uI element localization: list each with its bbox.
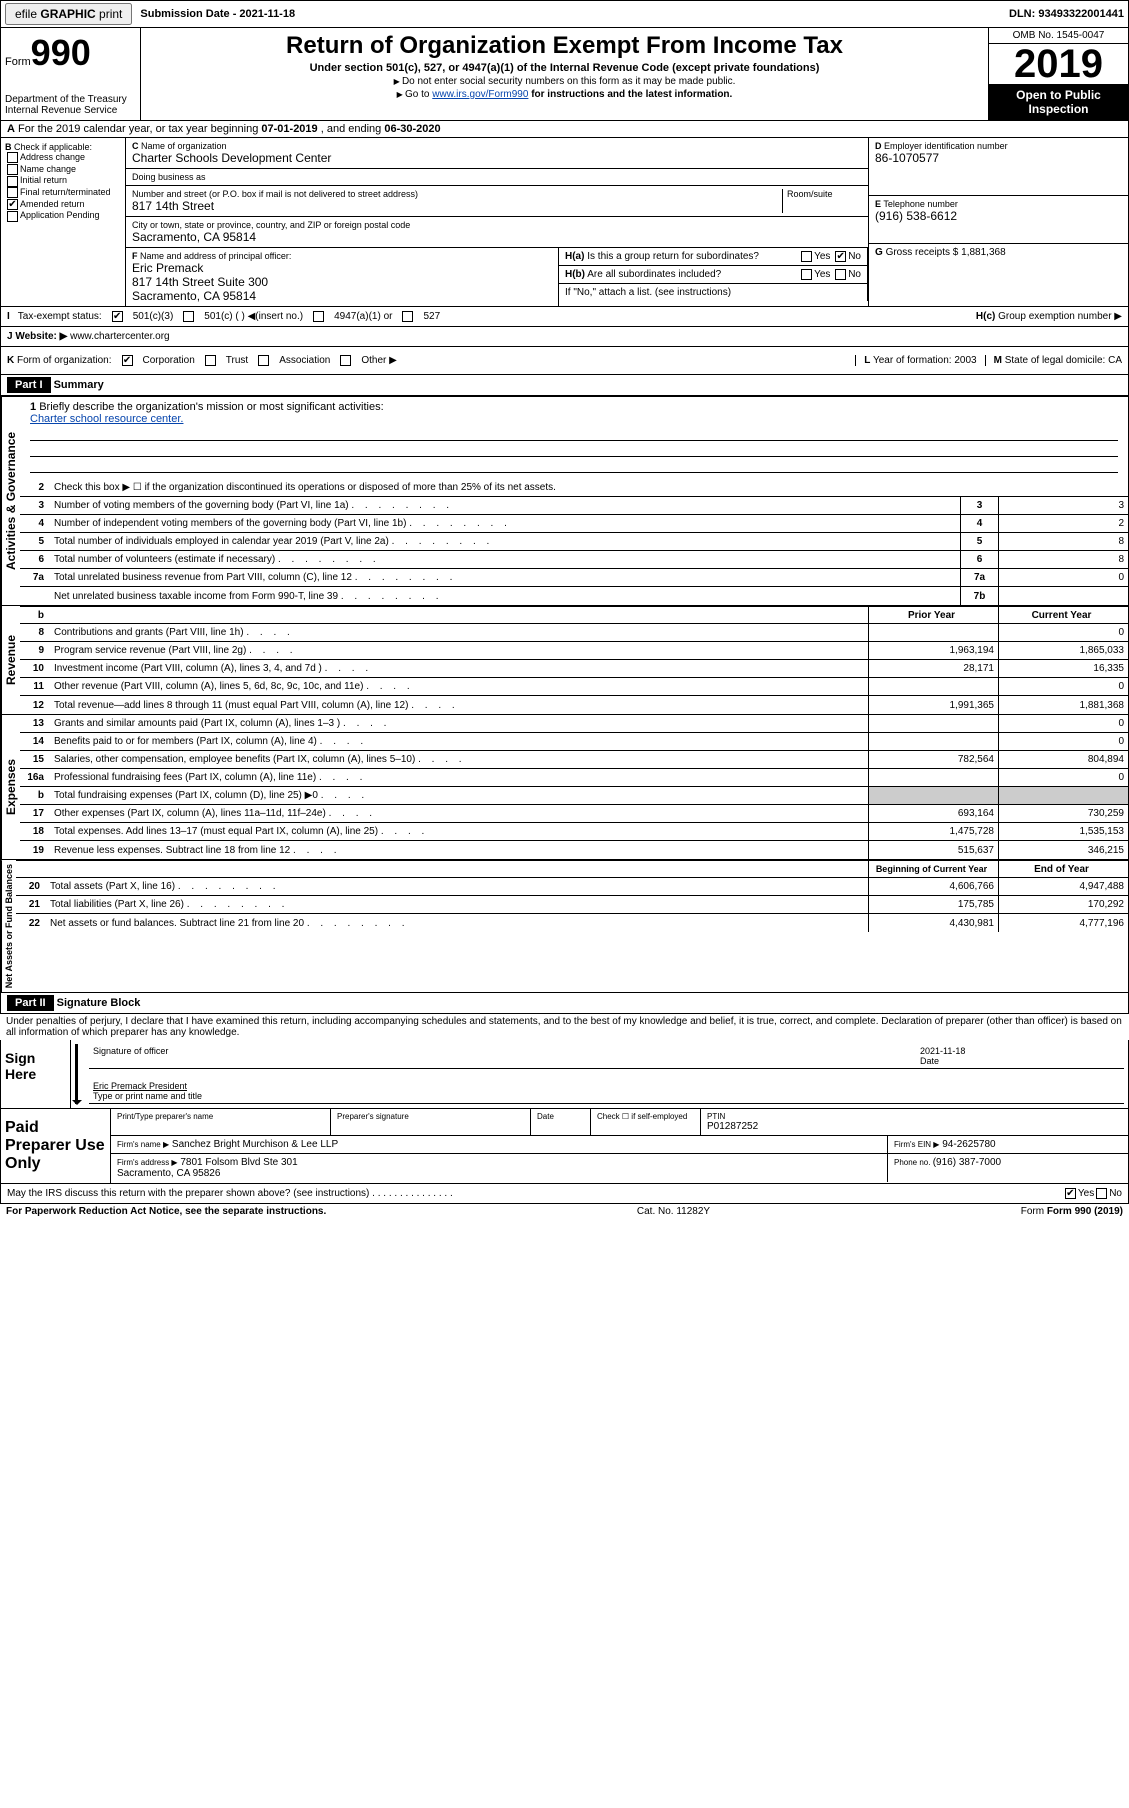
firm-name: Sanchez Bright Murchison & Lee LLP (172, 1139, 338, 1150)
h-b: H(b) Are all subordinates included?Yes N… (559, 266, 868, 284)
tax-status-row: I Tax-exempt status: 501(c)(3) 501(c) ( … (0, 307, 1129, 327)
ptin: P01287252 (707, 1121, 758, 1132)
col-b-checkboxes: B Check if applicable: Address changeNam… (1, 138, 126, 306)
check-0[interactable]: Address change (5, 152, 121, 164)
website-row: J Website: ▶ www.chartercenter.org (0, 327, 1129, 347)
vtab-netassets: Net Assets or Fund Balances (1, 860, 16, 992)
gross-receipts: 1,881,368 (961, 247, 1006, 258)
public-inspection: Open to Public Inspection (989, 84, 1128, 120)
top-bar: efile GRAPHIC print Submission Date - 20… (0, 0, 1129, 28)
vtab-expenses: Expenses (1, 715, 20, 859)
paid-preparer-label: Paid Preparer Use Only (1, 1109, 111, 1183)
firm-phone: (916) 387-7000 (933, 1157, 1001, 1168)
vtab-revenue: Revenue (1, 606, 20, 714)
org-city: Sacramento, CA 95814 (132, 230, 862, 244)
firm-ein: 94-2625780 (942, 1139, 995, 1150)
vtab-governance: Activities & Governance (1, 397, 20, 605)
form-title: Return of Organization Exempt From Incom… (145, 32, 984, 60)
org-name: Charter Schools Development Center (132, 151, 862, 165)
part1-header: Part I (7, 377, 51, 393)
check-4[interactable]: Amended return (5, 199, 121, 211)
principal-officer: Eric Premack 817 14th Street Suite 300 S… (132, 261, 552, 303)
submission-date: Submission Date - 2021-11-18 (140, 8, 295, 20)
phone: (916) 538-6612 (875, 209, 1122, 223)
row-a: A For the 2019 calendar year, or tax yea… (0, 121, 1129, 138)
sign-here-label: Sign Here (1, 1040, 71, 1108)
footer: For Paperwork Reduction Act Notice, see … (0, 1204, 1129, 1219)
org-address: 817 14th Street (132, 199, 782, 213)
note-link: Go to www.irs.gov/Form990 for instructio… (145, 89, 984, 100)
tax-year: 2019 (989, 44, 1128, 84)
website: www.chartercenter.org (70, 331, 170, 342)
dln: DLN: 93493322001441 (1009, 8, 1124, 20)
check-2[interactable]: Initial return (5, 175, 121, 187)
efile-button[interactable]: efile GRAPHIC print (5, 3, 132, 25)
check-3[interactable]: Final return/terminated (5, 187, 121, 199)
perjury-text: Under penalties of perjury, I declare th… (0, 1014, 1129, 1040)
part2-header: Part II (7, 995, 54, 1011)
h-b-note: If "No," attach a list. (see instruction… (559, 284, 868, 301)
check-1[interactable]: Name change (5, 164, 121, 176)
k-row: K Form of organization: Corporation Trus… (0, 347, 1129, 375)
note-ssn: Do not enter social security numbers on … (145, 76, 984, 87)
dept-treasury: Department of the Treasury Internal Reve… (5, 94, 136, 116)
subtitle: Under section 501(c), 527, or 4947(a)(1)… (145, 62, 984, 74)
h-a: H(a) Is this a group return for subordin… (559, 248, 868, 266)
form-number: Form990 (5, 32, 136, 74)
irs-link[interactable]: www.irs.gov/Form990 (432, 89, 528, 100)
check-5[interactable]: Application Pending (5, 210, 121, 222)
form-header: Form990 Department of the Treasury Inter… (0, 28, 1129, 121)
officer-name: Eric Premack President (93, 1081, 187, 1091)
ein: 86-1070577 (875, 151, 1122, 165)
discuss-row: May the IRS discuss this return with the… (0, 1184, 1129, 1204)
mission-link[interactable]: Charter school resource center. (30, 413, 183, 425)
